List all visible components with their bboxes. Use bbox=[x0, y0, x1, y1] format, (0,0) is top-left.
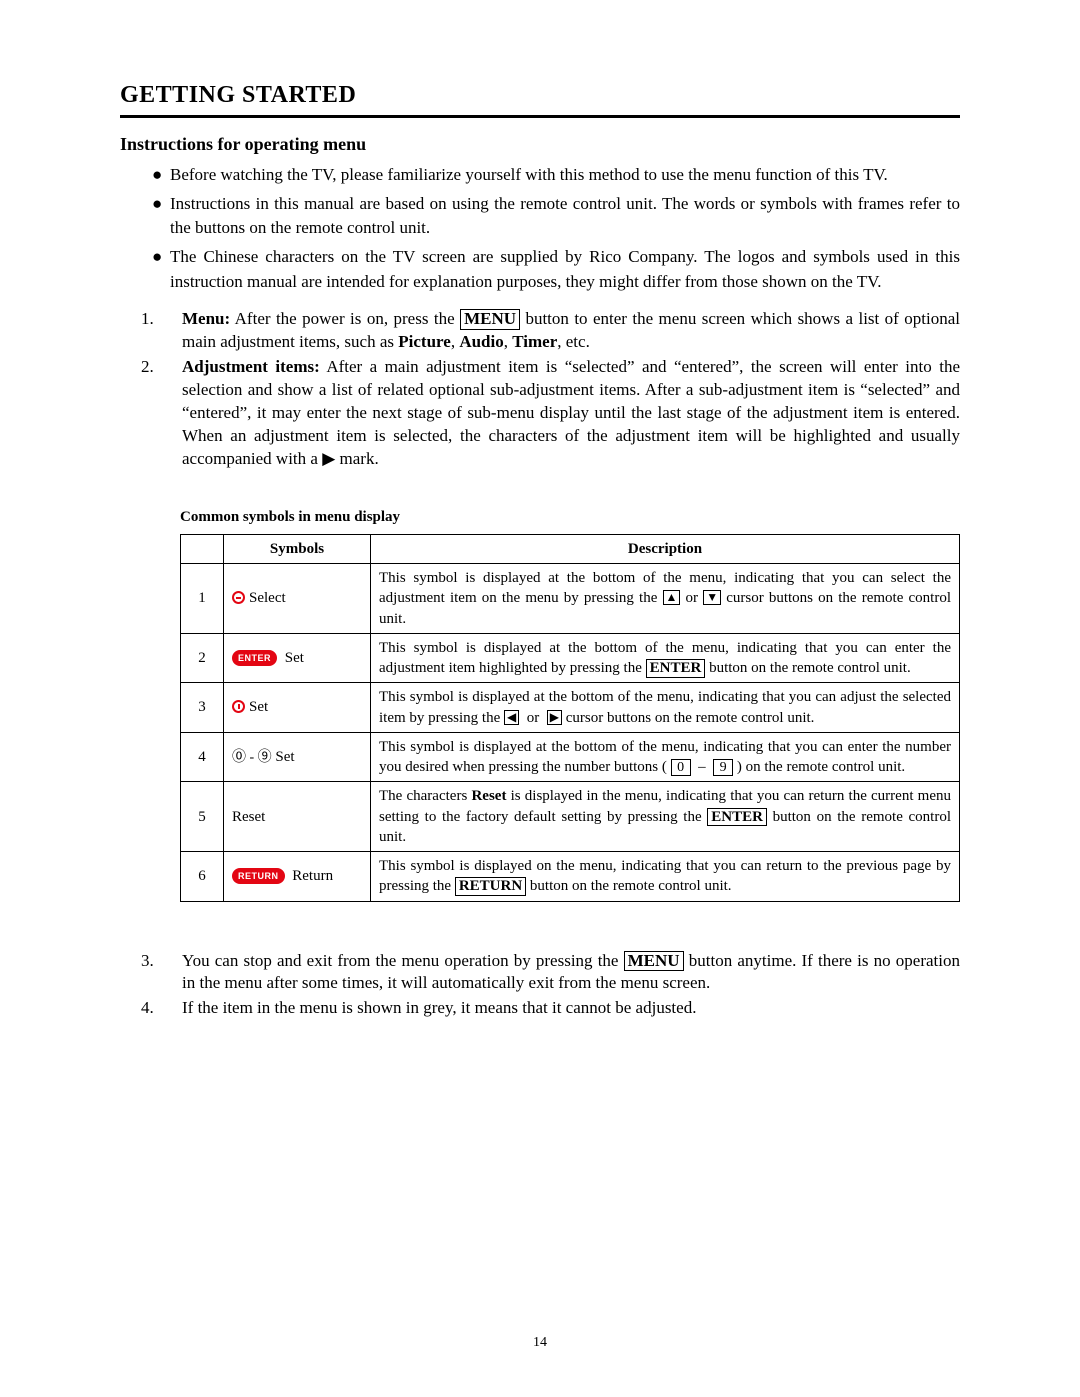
col-blank bbox=[181, 534, 224, 563]
text: , etc. bbox=[557, 332, 590, 351]
title-rule bbox=[120, 115, 960, 118]
opt-audio: Audio bbox=[459, 332, 503, 351]
opt-timer: Timer bbox=[512, 332, 557, 351]
select-icon bbox=[232, 591, 245, 604]
step-adjustment-items: Adjustment items: After a main adjustmen… bbox=[158, 356, 960, 471]
table-row: 2ENTER SetThis symbol is displayed at th… bbox=[181, 633, 960, 683]
table-row: 3SetThis symbol is displayed at the bott… bbox=[181, 683, 960, 733]
text: After the power is on, press the bbox=[230, 309, 460, 328]
col-description: Description bbox=[371, 534, 960, 563]
bullet-item: Instructions in this manual are based on… bbox=[156, 192, 960, 241]
row-symbol: Set bbox=[224, 683, 371, 733]
row-symbol: ⓪ - ⑨ Set bbox=[224, 732, 371, 782]
step-exit: You can stop and exit from the menu oper… bbox=[158, 950, 960, 996]
row-index: 2 bbox=[181, 633, 224, 683]
return-pill-icon: RETURN bbox=[232, 868, 285, 884]
row-description: This symbol is displayed at the bottom o… bbox=[371, 633, 960, 683]
bullet-item: The Chinese characters on the TV screen … bbox=[156, 245, 960, 294]
row-description: This symbol is displayed at the bottom o… bbox=[371, 683, 960, 733]
enter-pill-icon: ENTER bbox=[232, 650, 277, 666]
symbols-table: Symbols Description 1SelectThis symbol i… bbox=[180, 534, 960, 902]
steps-list-1: Menu: After the power is on, press the M… bbox=[120, 308, 960, 471]
table-row: 1SelectThis symbol is displayed at the b… bbox=[181, 564, 960, 634]
menu-button-ref: MENU bbox=[624, 951, 684, 972]
text: You can stop and exit from the menu oper… bbox=[182, 951, 624, 970]
subsection-title: Instructions for operating menu bbox=[120, 134, 960, 155]
adjust-icon bbox=[232, 700, 245, 713]
row-description: The characters Reset is displayed in the… bbox=[371, 782, 960, 852]
step-grey: If the item in the menu is shown in grey… bbox=[158, 997, 960, 1020]
row-symbol: Reset bbox=[224, 782, 371, 852]
row-description: This symbol is displayed on the menu, in… bbox=[371, 852, 960, 902]
row-symbol: RETURN Return bbox=[224, 852, 371, 902]
menu-button-ref: MENU bbox=[460, 309, 520, 330]
col-symbols: Symbols bbox=[224, 534, 371, 563]
table-caption: Common symbols in menu display bbox=[180, 509, 960, 526]
row-description: This symbol is displayed at the bottom o… bbox=[371, 732, 960, 782]
table-row: 4⓪ - ⑨ SetThis symbol is displayed at th… bbox=[181, 732, 960, 782]
row-description: This symbol is displayed at the bottom o… bbox=[371, 564, 960, 634]
step-menu: Menu: After the power is on, press the M… bbox=[158, 308, 960, 354]
page-number: 14 bbox=[0, 1335, 1080, 1351]
table-row: 5ResetThe characters Reset is displayed … bbox=[181, 782, 960, 852]
bullet-item: Before watching the TV, please familiari… bbox=[156, 163, 960, 188]
section-title: GETTING STARTED bbox=[120, 82, 960, 109]
intro-bullets: Before watching the TV, please familiari… bbox=[120, 163, 960, 294]
number-range-icon: ⓪ - ⑨ bbox=[232, 749, 272, 768]
symbols-table-body: 1SelectThis symbol is displayed at the b… bbox=[181, 564, 960, 902]
row-index: 1 bbox=[181, 564, 224, 634]
steps-list-2: You can stop and exit from the menu oper… bbox=[120, 950, 960, 1021]
step-lead: Adjustment items: bbox=[182, 357, 320, 376]
manual-page: GETTING STARTED Instructions for operati… bbox=[0, 0, 1080, 1397]
row-index: 6 bbox=[181, 852, 224, 902]
row-index: 3 bbox=[181, 683, 224, 733]
step-lead: Menu: bbox=[182, 309, 230, 328]
opt-picture: Picture bbox=[398, 332, 451, 351]
row-symbol: ENTER Set bbox=[224, 633, 371, 683]
table-row: 6RETURN ReturnThis symbol is displayed o… bbox=[181, 852, 960, 902]
row-index: 4 bbox=[181, 732, 224, 782]
row-index: 5 bbox=[181, 782, 224, 852]
row-symbol: Select bbox=[224, 564, 371, 634]
